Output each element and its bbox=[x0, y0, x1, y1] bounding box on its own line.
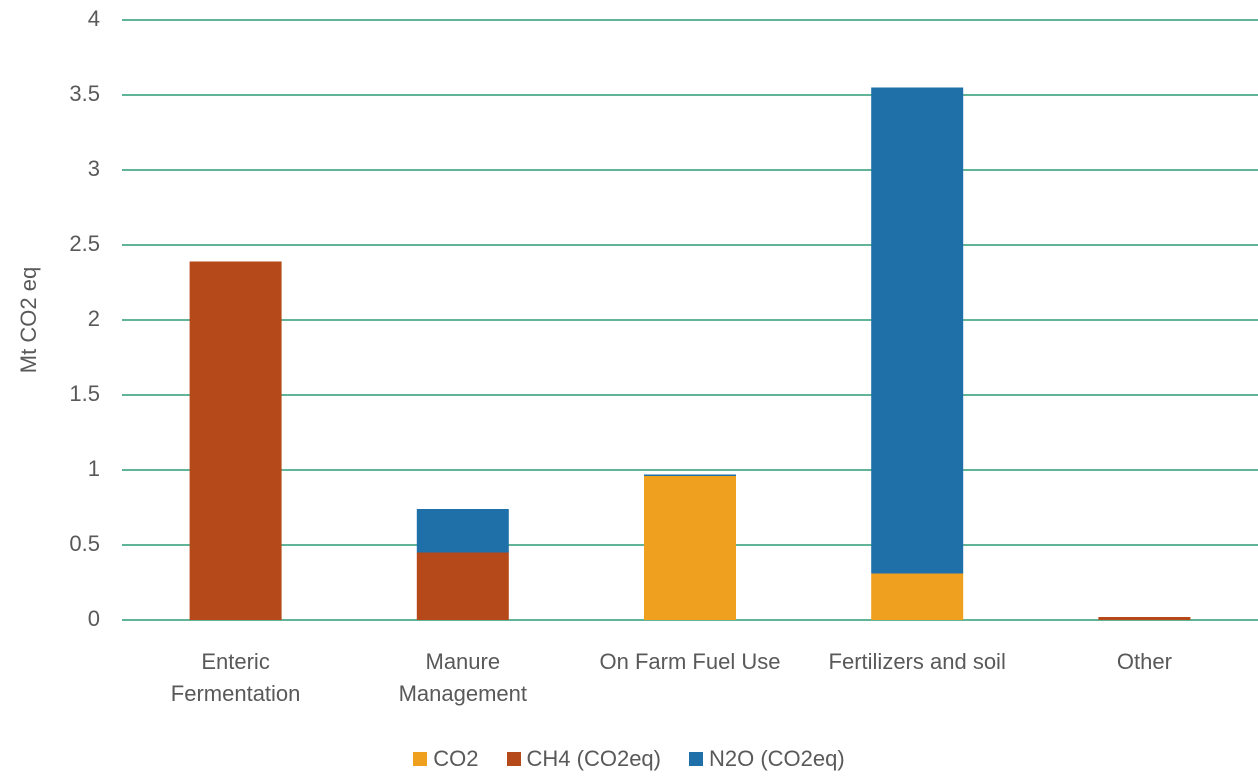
x-tick-label: Other bbox=[1116, 649, 1172, 674]
legend-label: CH4 (CO2eq) bbox=[526, 746, 661, 771]
y-tick-label: 1.5 bbox=[69, 381, 100, 406]
bar-segment bbox=[644, 474, 736, 476]
legend-item: N2O (CO2eq) bbox=[689, 746, 845, 772]
legend: CO2 CH4 (CO2eq) N2O (CO2eq) bbox=[0, 746, 1258, 772]
y-tick-label: 2.5 bbox=[69, 231, 100, 256]
x-tick-label: Fertilizers and soil bbox=[828, 649, 1006, 674]
bar-segment bbox=[189, 261, 282, 620]
bar-segment bbox=[871, 87, 964, 574]
y-tick-label: 4 bbox=[88, 6, 100, 31]
y-tick-label: 2 bbox=[88, 306, 100, 331]
y-tick-label: 0 bbox=[88, 606, 100, 631]
legend-label: CO2 bbox=[433, 746, 479, 771]
y-tick-label: 3 bbox=[88, 156, 100, 181]
legend-swatch bbox=[689, 752, 703, 766]
x-tick-label: Manure Management bbox=[398, 649, 527, 706]
bar-segment bbox=[416, 552, 509, 620]
x-tick-label: On Farm Fuel Use bbox=[599, 649, 781, 674]
y-tick-label: 0.5 bbox=[69, 531, 100, 556]
legend-item: CH4 (CO2eq) bbox=[506, 746, 661, 772]
y-tick-label: 3.5 bbox=[69, 81, 100, 106]
legend-swatch bbox=[506, 752, 521, 766]
x-tick-label: Enteric Fermentation bbox=[170, 649, 301, 706]
y-tick-label: 1 bbox=[88, 456, 100, 481]
legend-label: N2O (CO2eq) bbox=[709, 746, 845, 771]
bar-segment bbox=[871, 573, 964, 620]
bar-segment bbox=[644, 476, 736, 620]
legend-swatch bbox=[413, 752, 428, 766]
bar-segment bbox=[416, 509, 509, 553]
bar-segment bbox=[1098, 617, 1191, 620]
legend-item: CO2 bbox=[413, 746, 479, 772]
y-axis-title: Mt CO2 eq bbox=[16, 267, 41, 373]
